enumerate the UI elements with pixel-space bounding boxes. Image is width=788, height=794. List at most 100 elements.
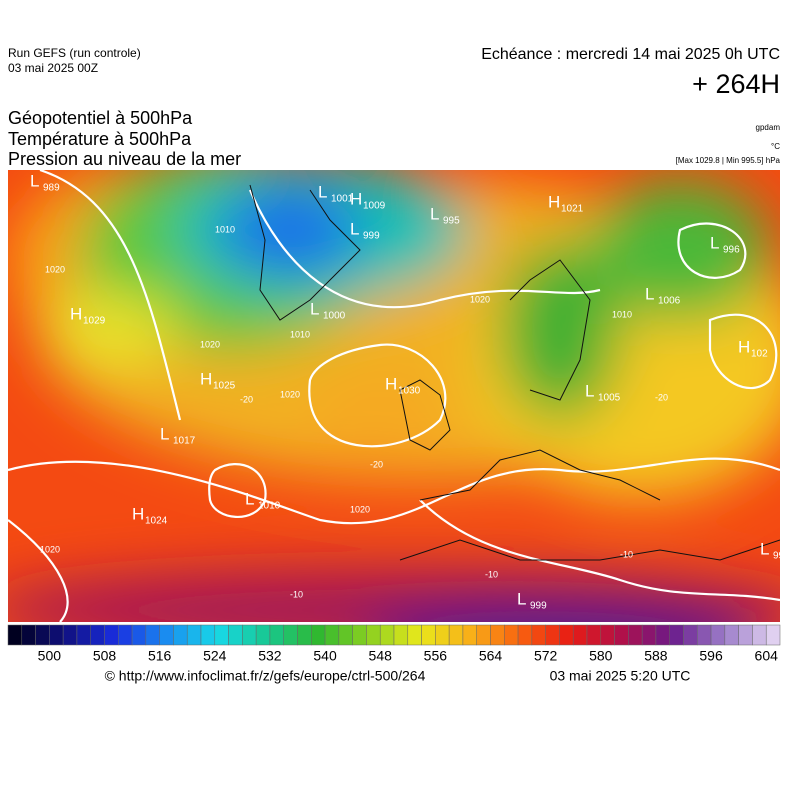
center-value: 1017 (173, 436, 196, 447)
colorbar-swatch (269, 624, 284, 646)
unit: °C (771, 142, 780, 151)
field: Température à 500hPa (8, 129, 192, 149)
unit: gpdam (756, 123, 781, 132)
center-value: 999 (530, 601, 547, 612)
contour-label: 1020 (280, 389, 300, 399)
colorbar-tick-label: 556 (424, 648, 448, 664)
center-kind: H (350, 189, 362, 208)
center-kind: L (310, 299, 319, 318)
contour-label: 1010 (612, 309, 632, 319)
contour-label: -20 (240, 394, 253, 404)
colorbar-tick-label: 564 (479, 648, 503, 664)
colorbar-swatch (517, 624, 533, 646)
center-kind: L (645, 284, 654, 303)
colorbar-swatch (159, 624, 174, 646)
colorbar-swatch (311, 624, 326, 646)
colorbar-swatch (669, 624, 684, 646)
colorbar-swatch (255, 624, 271, 646)
center-value: 1000 (323, 311, 346, 322)
contour-label: -20 (370, 459, 383, 469)
header: Run GEFS (run controle) 03 mai 2025 00Z … (8, 46, 781, 169)
colorbar-swatch (49, 624, 64, 646)
contour-label: -10 (485, 569, 498, 579)
contour-label: -20 (655, 392, 668, 402)
colorbar-swatch (697, 624, 712, 646)
colorbar-swatch (545, 624, 560, 646)
colorbar-swatch (76, 624, 91, 646)
colorbar-tick-label: 596 (699, 648, 723, 664)
colorbar-swatch (200, 624, 216, 646)
center-kind: H (548, 192, 560, 211)
center-kind: H (70, 304, 82, 323)
run-date: 03 mai 2025 00Z (8, 61, 98, 75)
center-value: 1029 (83, 316, 106, 327)
colorbar-swatch (173, 624, 188, 646)
colorbar-swatch (407, 624, 422, 646)
colorbar-swatch (435, 624, 450, 646)
colorbar-swatch (228, 624, 243, 646)
center-kind: L (760, 539, 769, 558)
center-value: 995 (443, 216, 460, 227)
colorbar-swatch (476, 624, 491, 646)
colorbar-tick-label: 524 (203, 648, 227, 664)
center-value: 999 (363, 231, 380, 242)
colorbar-swatch (352, 624, 367, 646)
colorbar-swatch (145, 624, 160, 646)
contour-label: 1020 (40, 544, 60, 554)
isobars (8, 170, 780, 622)
contour-label: -10 (290, 589, 303, 599)
colorbar-swatch (752, 624, 767, 646)
colorbar-swatch (490, 624, 505, 646)
colorbar-swatch (379, 624, 395, 646)
center-kind: L (30, 171, 39, 190)
colorbar-tick-label: 588 (644, 648, 668, 664)
coastlines (249, 184, 780, 561)
center-value: 996 (723, 245, 740, 256)
horizon: + 264H (692, 69, 780, 99)
run: Run GEFS (run controle) (8, 46, 141, 60)
colorbar-swatch (683, 624, 698, 646)
colorbar-swatch (559, 624, 574, 646)
colorbar-swatch (62, 624, 78, 646)
center-value: 1021 (561, 204, 584, 215)
center-kind: H (738, 337, 750, 356)
colorbar-swatch (131, 624, 147, 646)
center-value: 1005 (598, 393, 621, 404)
contour-label: 1020 (350, 504, 370, 514)
colorbar-swatch (186, 624, 202, 646)
colorbar-swatch (324, 624, 340, 646)
contour-label: 1020 (45, 264, 65, 274)
map (8, 170, 780, 622)
colorbar-swatch (104, 624, 119, 646)
center-value: 1001 (331, 194, 354, 205)
colorbar-swatch (462, 624, 477, 646)
center-kind: H (200, 369, 212, 388)
colorbar-swatch (600, 624, 615, 646)
contour-label: 1020 (200, 339, 220, 349)
echeance: Echéance : mercredi 14 mai 2025 0h UTC (481, 46, 780, 63)
colorbar-swatch (724, 624, 739, 646)
colorbar-swatch (614, 624, 629, 646)
colorbar-swatch (7, 624, 23, 646)
colorbar-swatch (366, 624, 381, 646)
colorbar-swatch (283, 624, 298, 646)
center-value: 1010 (258, 501, 281, 512)
center-value: 1030 (398, 386, 421, 397)
center-kind: L (430, 204, 439, 223)
colorbar-swatch (242, 624, 257, 646)
colorbar-tick-label: 500 (38, 648, 62, 664)
center-kind: H (385, 374, 397, 393)
contour-label: 1020 (470, 294, 490, 304)
center-kind: L (245, 489, 254, 508)
colorbar: 500 508 516 524 532 540 548 556 564 572 580 588 596 6… (7, 624, 781, 664)
center-value: 1024 (145, 516, 168, 527)
colorbar-swatch (572, 624, 588, 646)
colorbar-swatch (586, 624, 602, 646)
colorbar-tick-label: 508 (93, 648, 117, 664)
center-kind: L (318, 182, 327, 201)
colorbar-swatch (214, 624, 229, 646)
field: Pression au niveau de la mer (8, 149, 241, 169)
center-value: 1025 (213, 381, 236, 392)
